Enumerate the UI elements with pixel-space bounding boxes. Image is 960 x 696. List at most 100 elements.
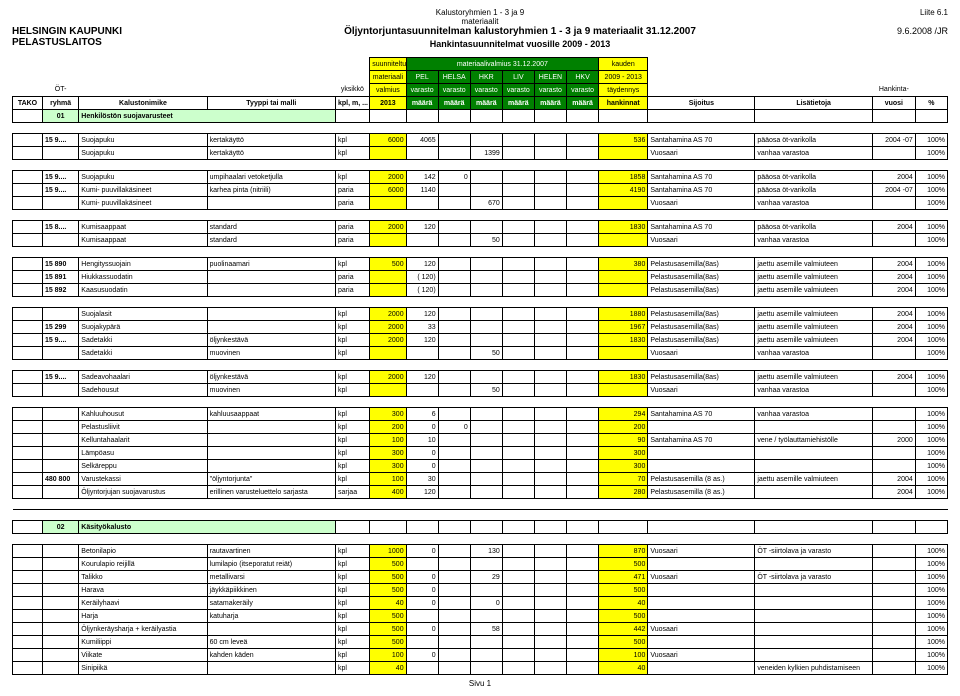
cell: [42, 447, 78, 460]
table-row: Viikatekahden kädenkpl1000100Vuosaari100…: [13, 649, 948, 662]
cell: [534, 384, 566, 397]
table-row: Pelastusliivitkpl20000200100%: [13, 421, 948, 434]
table-row: 15 8....Kumisaappaatstandardparia2000120…: [13, 221, 948, 234]
cell: [13, 134, 43, 147]
cell: pääosa öt-varikolla: [755, 184, 873, 197]
cell: 15 9....: [42, 184, 78, 197]
cell: [470, 371, 502, 384]
cell: [438, 408, 470, 421]
col-maara-5: määrä: [534, 97, 566, 110]
cell: [42, 347, 78, 360]
cell: [207, 421, 335, 434]
cell: [502, 171, 534, 184]
cell: [534, 147, 566, 160]
cell: [13, 321, 43, 334]
page-subtitle: Hankintasuunnitelmat vuosille 2009 - 201…: [212, 39, 828, 49]
cell: [566, 334, 598, 347]
col-maara-4: määrä: [502, 97, 534, 110]
table-row: Öljyntorjujan suojavarustuserillinen var…: [13, 486, 948, 499]
cell: [502, 662, 534, 675]
cell: kpl: [336, 434, 370, 447]
cell: [534, 636, 566, 649]
cell: [406, 610, 438, 623]
col-hankinnat: hankinnat: [599, 97, 648, 110]
hdr-varasto-2: varasto: [438, 84, 470, 97]
cell: 40: [370, 597, 406, 610]
cell: 280: [599, 486, 648, 499]
table-row: 15 9....Kumi- puuvillakäsineetkarhea pin…: [13, 184, 948, 197]
cell: [13, 221, 43, 234]
col-kplm: kpl, m, ...: [336, 97, 370, 110]
spacer-row: [13, 510, 948, 521]
spacer-row: [13, 360, 948, 371]
org-line1: HELSINGIN KAUPUNKI: [12, 26, 212, 37]
cell: [872, 636, 915, 649]
top-center-meta: Kalustoryhmien 1 - 3 ja 9 materiaalit: [436, 8, 525, 26]
cell: 29: [470, 571, 502, 584]
cell: kpl: [336, 321, 370, 334]
hdr-liv: LIV: [502, 71, 534, 84]
cell: kpl: [336, 597, 370, 610]
cell: [470, 258, 502, 271]
cell: 15 9....: [42, 134, 78, 147]
section-02-title: Käsityökalusto: [79, 521, 336, 534]
cell: [566, 384, 598, 397]
cell: 100: [370, 473, 406, 486]
cell: 4065: [406, 134, 438, 147]
cell: jaettu asemille valmiuteen: [755, 321, 873, 334]
cell: [438, 221, 470, 234]
cell: kertakäyttö: [207, 147, 335, 160]
cell: [438, 473, 470, 486]
cell: 1858: [599, 171, 648, 184]
cell: [755, 610, 873, 623]
cell: Suojapuku: [79, 147, 207, 160]
cell: [534, 221, 566, 234]
cell: vene / työlauttamiehistölle: [755, 434, 873, 447]
cell: 200: [599, 421, 648, 434]
cell: Lämpöasu: [79, 447, 207, 460]
cell: 10: [406, 434, 438, 447]
cell: [755, 447, 873, 460]
cell: Kumiliippi: [79, 636, 207, 649]
cell: [13, 545, 43, 558]
cell: 6000: [370, 184, 406, 197]
cell: [207, 662, 335, 675]
cell: paria: [336, 284, 370, 297]
cell: [42, 421, 78, 434]
cell: [13, 371, 43, 384]
cell: vanhaa varastoa: [755, 147, 873, 160]
cell: 60 cm leveä: [207, 636, 335, 649]
cell: [13, 447, 43, 460]
cell: [13, 147, 43, 160]
hdr-materiaali: materiaali: [370, 71, 406, 84]
cell: Pelastusasemilla(8as): [648, 371, 755, 384]
cell: Sinipiikä: [79, 662, 207, 675]
cell: paria: [336, 197, 370, 210]
cell: kertakäyttö: [207, 134, 335, 147]
cell: [470, 221, 502, 234]
cell: [534, 421, 566, 434]
cell: Harava: [79, 584, 207, 597]
spacer-row: [13, 247, 948, 258]
spacer-row: [13, 499, 948, 510]
cell: Kumisaappaat: [79, 221, 207, 234]
cell: [755, 558, 873, 571]
cell: [648, 610, 755, 623]
cell: 100%: [915, 610, 947, 623]
cell: Kourulapio reijillä: [79, 558, 207, 571]
cell: [207, 321, 335, 334]
cell: 142: [406, 171, 438, 184]
cell: [438, 649, 470, 662]
cell: 100%: [915, 636, 947, 649]
cell: [406, 234, 438, 247]
header-row-3: ÖT- yksikkö valmius varasto varasto vara…: [13, 84, 948, 97]
cell: 500: [370, 258, 406, 271]
cell: [502, 447, 534, 460]
cell: [13, 623, 43, 636]
cell: kpl: [336, 347, 370, 360]
cell: [13, 258, 43, 271]
cell: 0: [406, 545, 438, 558]
cell: kpl: [336, 649, 370, 662]
cell: [470, 308, 502, 321]
page-title: Öljyntorjuntasuunnitelman kalustoryhmien…: [212, 26, 828, 37]
